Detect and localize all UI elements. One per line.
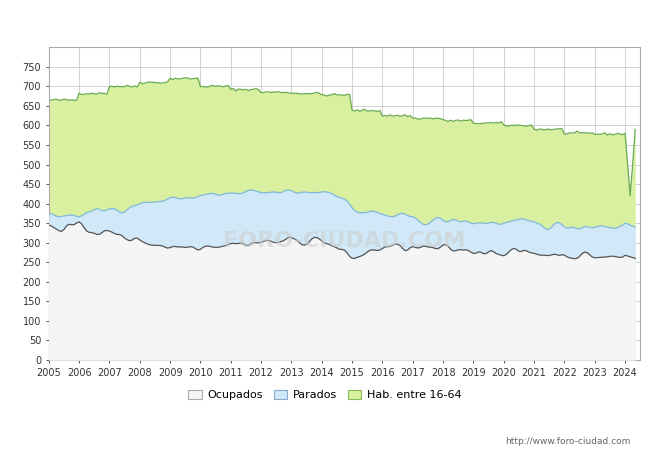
Text: El Borge - Evolucion de la poblacion en edad de Trabajar Mayo de 2024: El Borge - Evolucion de la poblacion en … xyxy=(87,12,563,25)
Text: FORO-CIUDAD.COM: FORO-CIUDAD.COM xyxy=(224,231,465,251)
Legend: Ocupados, Parados, Hab. entre 16-64: Ocupados, Parados, Hab. entre 16-64 xyxy=(184,385,466,405)
Text: http://www.foro-ciudad.com: http://www.foro-ciudad.com xyxy=(505,436,630,446)
